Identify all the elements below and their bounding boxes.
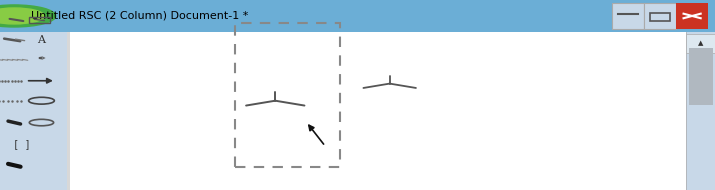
FancyBboxPatch shape xyxy=(676,3,708,29)
Bar xyxy=(67,32,686,190)
Bar xyxy=(235,23,340,167)
Bar xyxy=(686,34,715,53)
FancyBboxPatch shape xyxy=(612,3,644,29)
Bar xyxy=(689,48,713,104)
Text: [ ]: [ ] xyxy=(13,139,30,149)
Bar xyxy=(29,17,50,23)
Circle shape xyxy=(0,5,56,27)
Bar xyxy=(0,32,67,190)
Circle shape xyxy=(0,8,44,24)
Bar xyxy=(67,32,70,190)
Bar xyxy=(650,13,670,21)
FancyBboxPatch shape xyxy=(644,3,676,29)
Text: A: A xyxy=(37,35,46,45)
Bar xyxy=(686,32,715,190)
Text: ▲: ▲ xyxy=(698,40,704,46)
Bar xyxy=(0,0,715,32)
Text: Untitled RSC (2 Column) Document-1 *: Untitled RSC (2 Column) Document-1 * xyxy=(31,11,248,21)
Text: ✒: ✒ xyxy=(37,55,46,65)
